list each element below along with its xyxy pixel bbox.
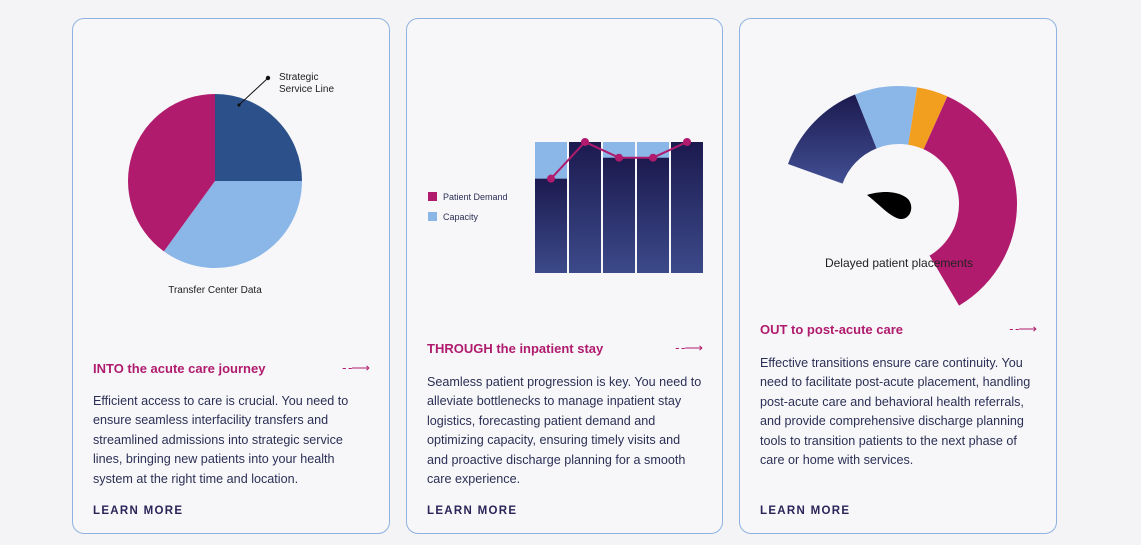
gauge-needle-icon [867, 192, 912, 220]
demand-point-2 [615, 153, 623, 162]
learn-more-link[interactable]: LEARN MORE [427, 505, 518, 517]
gauge-segment-2 [908, 87, 948, 150]
card-through-inpatient-stay: Patient Demand Capacity THROUGH the inpa… [406, 18, 723, 534]
demand-bar-0 [535, 178, 567, 273]
card-title: INTO the acute care journey [93, 360, 266, 376]
arrow-right-icon[interactable]: - -⟶ [342, 360, 370, 375]
demand-bar-2 [603, 157, 635, 273]
gauge-segment-1 [855, 86, 918, 149]
card-title: THROUGH the inpatient stay [427, 340, 604, 356]
demand-bar-3 [637, 157, 669, 273]
pie-slice-2 [128, 94, 215, 252]
legend-swatch-capacity [428, 212, 437, 221]
card-header: OUT to post-acute care - -⟶ [760, 321, 1037, 337]
learn-more-link[interactable]: LEARN MORE [93, 505, 184, 517]
card-description: Effective transitions ensure care contin… [760, 356, 1031, 468]
card-into-acute-care: Strategic Service Line Transfer Center D… [72, 18, 390, 534]
pie-slice-0 [215, 94, 302, 181]
gauge-chart: Delayed patient placements [787, 86, 1017, 306]
card-description: Seamless patient progression is key. You… [427, 375, 702, 487]
pie-annotation-line-2: Service Line [279, 84, 334, 95]
card-out-post-acute-care: Delayed patient placements OUT to post-a… [739, 18, 1057, 534]
card-header: INTO the acute care journey - -⟶ [93, 360, 370, 376]
bar-chart: Patient Demand Capacity [428, 138, 703, 273]
legend-label-capacity: Capacity [443, 212, 479, 222]
pie-annotation-line-1: Strategic [279, 72, 318, 83]
pie-chart: Strategic Service Line Transfer Center D… [128, 72, 334, 296]
pie-caption: Transfer Center Data [168, 285, 262, 296]
annotation-dot [237, 103, 241, 107]
demand-point-3 [649, 153, 657, 162]
legend-swatch-patient-demand [428, 192, 437, 201]
demand-bar-4 [671, 142, 703, 273]
annotation-dot [265, 75, 271, 81]
demand-point-4 [683, 138, 691, 146]
arrow-right-icon[interactable]: - -⟶ [1009, 321, 1037, 336]
card-header: THROUGH the inpatient stay - -⟶ [427, 340, 703, 356]
demand-bar-1 [569, 142, 601, 273]
gauge-segment-3 [923, 96, 1017, 306]
demand-point-0 [547, 174, 555, 183]
gauge-caption: Delayed patient placements [825, 256, 973, 270]
legend-label-patient-demand: Patient Demand [443, 192, 508, 202]
pie-slice-1 [163, 181, 302, 268]
learn-more-link[interactable]: LEARN MORE [760, 505, 851, 517]
annotation-leader-line [238, 77, 269, 106]
demand-point-1 [581, 138, 589, 146]
arrow-right-icon[interactable]: - -⟶ [675, 340, 703, 355]
gauge-segment-0 [787, 94, 877, 184]
card-title: OUT to post-acute care [760, 321, 904, 337]
card-description: Efficient access to care is crucial. You… [93, 394, 349, 486]
